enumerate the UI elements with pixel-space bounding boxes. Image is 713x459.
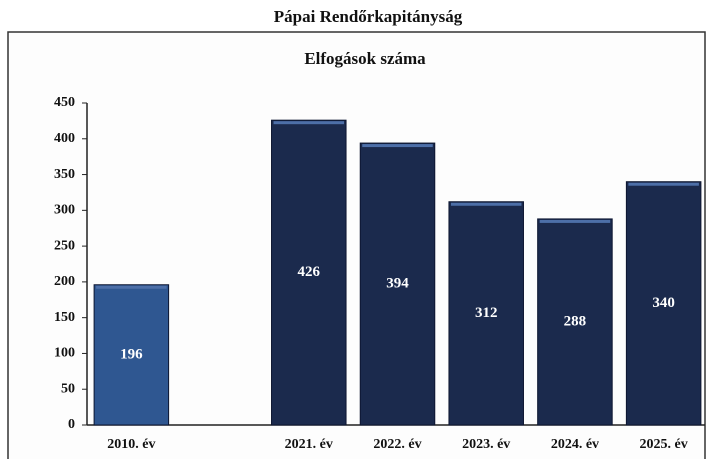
x-tick-label: 2024. év: [551, 437, 599, 452]
y-tick-label: 100: [54, 346, 75, 361]
bar: [359, 142, 436, 426]
y-tick-label: 250: [54, 238, 75, 253]
x-tick-label: 2023. év: [462, 437, 510, 452]
y-tick-label: 400: [54, 131, 75, 146]
bar-highlight: [450, 202, 522, 206]
x-tick-label: 2025. év: [640, 437, 688, 452]
value-label: 394: [386, 275, 409, 291]
bar-highlight: [362, 144, 433, 148]
bar-highlight: [628, 182, 699, 186]
value-label: 426: [298, 264, 321, 280]
bar: [537, 218, 613, 426]
value-label: 340: [652, 295, 675, 311]
bar-highlight: [273, 121, 345, 125]
x-tick-label: 2022. év: [373, 437, 421, 452]
y-tick-label: 50: [61, 381, 75, 396]
y-tick-label: 0: [68, 417, 75, 432]
chart-subtitle: Elfogások száma: [304, 49, 426, 68]
value-label: 312: [475, 305, 498, 321]
y-tick-label: 450: [54, 95, 75, 110]
y-tick-label: 150: [54, 310, 75, 325]
x-tick-label: 2010. év: [107, 437, 155, 452]
bar: [271, 119, 347, 426]
value-label: 196: [120, 346, 143, 362]
y-tick-label: 300: [54, 203, 75, 218]
y-tick-label: 350: [54, 167, 75, 182]
bar: [625, 181, 702, 426]
bar-highlight: [539, 219, 611, 223]
x-tick-label: 2021. év: [285, 437, 333, 452]
bar: [448, 201, 524, 426]
chart-title: Pápai Rendőrkapitányság: [274, 7, 463, 26]
y-tick-label: 200: [54, 274, 75, 289]
bar: [93, 284, 170, 426]
bar-highlight: [96, 285, 167, 289]
value-label: 288: [564, 313, 587, 329]
